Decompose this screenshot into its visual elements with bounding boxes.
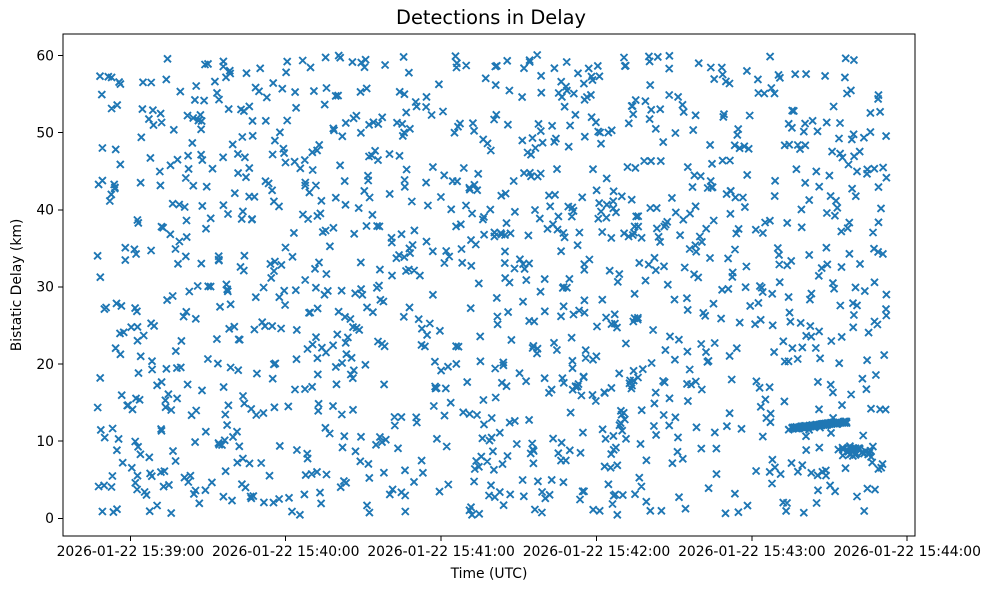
y-tick-label: 0: [45, 511, 54, 527]
x-tick-label: 2026-01-22 15:39:00: [57, 544, 205, 560]
series-clutter-detections: [93, 50, 891, 519]
x-tick-label: 2026-01-22 15:43:00: [678, 544, 826, 560]
x-axis-label: Time (UTC): [450, 566, 528, 582]
chart-title: Detections in Delay: [396, 6, 586, 29]
x-tick-label: 2026-01-22 15:40:00: [212, 544, 360, 560]
y-tick-label: 20: [36, 357, 54, 373]
y-tick-label: 50: [36, 126, 54, 142]
y-tick-label: 10: [36, 434, 54, 450]
y-tick-label: 60: [36, 48, 54, 64]
x-tick-label: 2026-01-22 15:44:00: [833, 544, 981, 560]
y-tick-label: 30: [36, 280, 54, 296]
y-axis-label: Bistatic Delay (km): [9, 219, 25, 352]
scatter-points: [93, 50, 891, 519]
plot-area-border: [62, 33, 916, 537]
y-axis-ticks: 0 10 20 30 40 50 60: [36, 48, 63, 527]
x-axis-ticks: 2026-01-22 15:39:00 2026-01-22 15:40:00 20…: [57, 536, 981, 560]
y-tick-label: 40: [36, 203, 54, 219]
x-tick-label: 2026-01-22 15:42:00: [523, 544, 671, 560]
x-tick-label: 2026-01-22 15:41:00: [367, 544, 515, 560]
series-target-track: [784, 417, 851, 434]
series-dense-cluster: [838, 442, 875, 461]
